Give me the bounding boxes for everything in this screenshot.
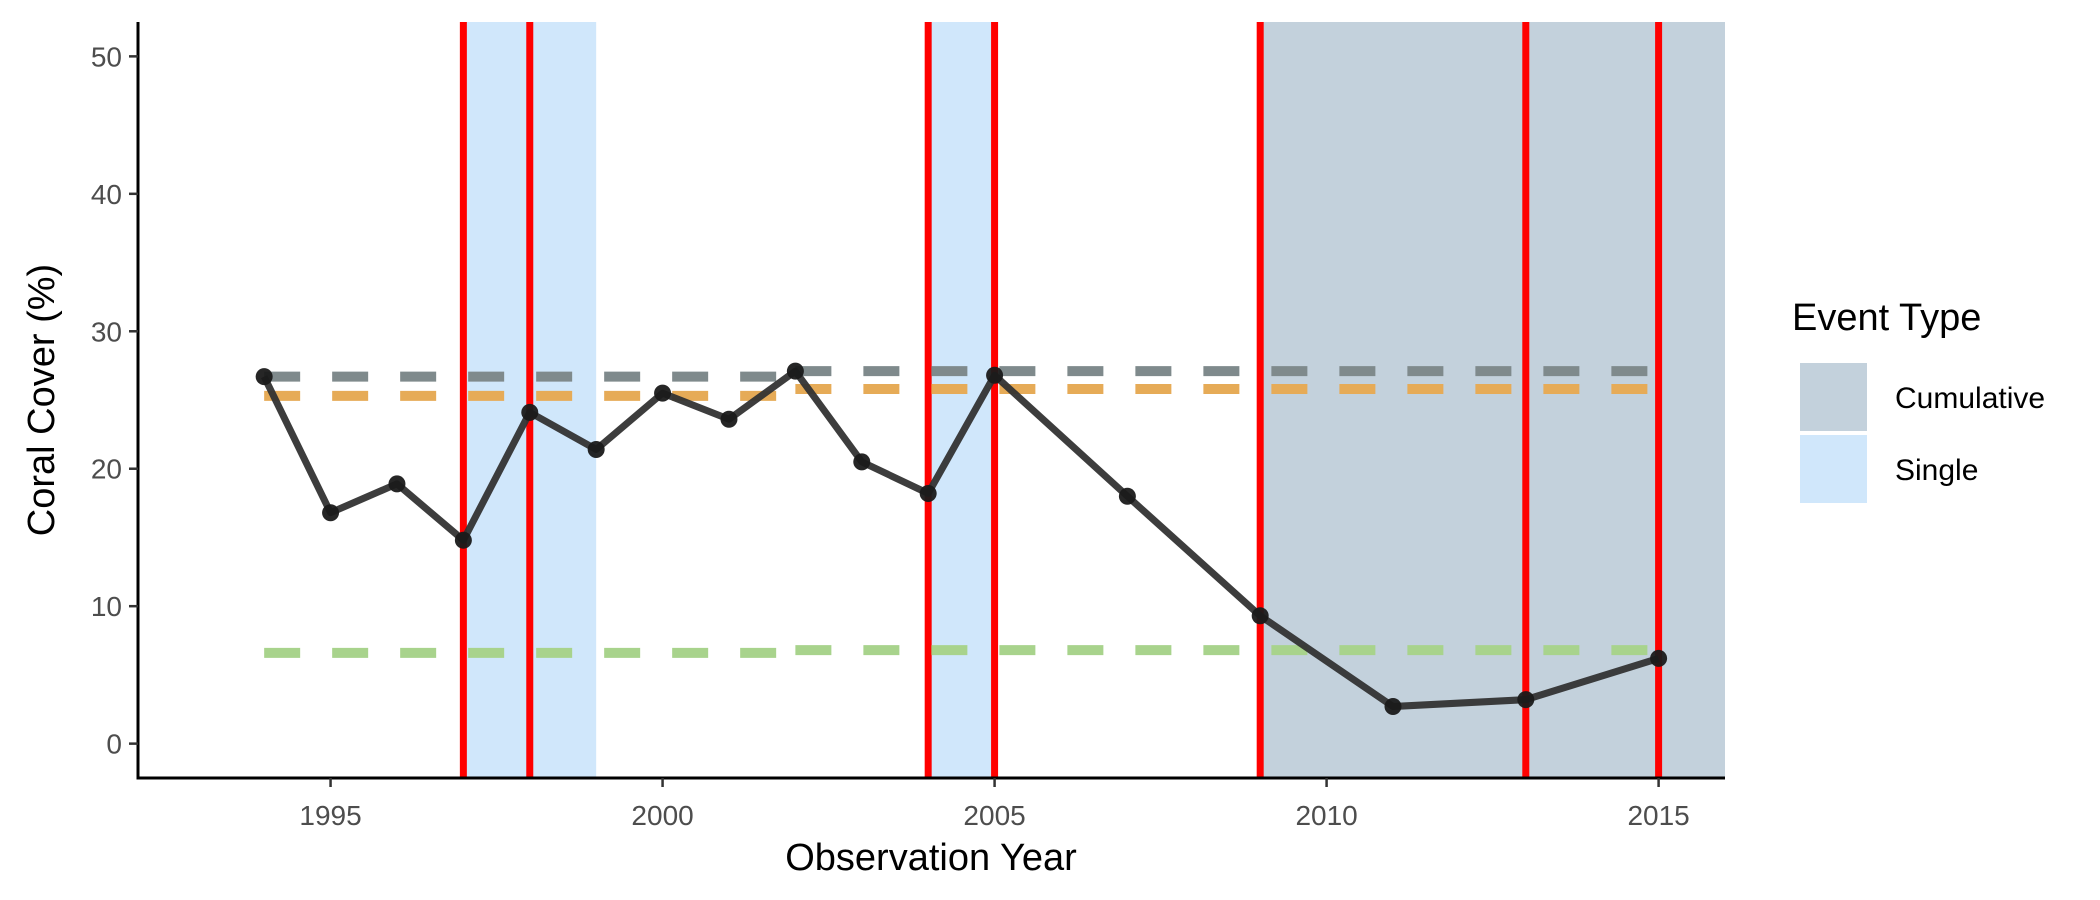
x-tick-label: 2005: [963, 800, 1025, 831]
legend-label-cumulative: Cumulative: [1895, 382, 2045, 415]
x-tick-label: 2000: [631, 800, 693, 831]
data-point: [454, 531, 472, 549]
y-axis-title: Coral Cover (%): [21, 264, 63, 536]
data-point: [1517, 691, 1535, 709]
data-point: [786, 362, 804, 380]
data-point: [521, 403, 539, 421]
y-tick-label: 20: [91, 454, 122, 485]
data-point: [1384, 698, 1402, 716]
x-tick-label: 2010: [1295, 800, 1357, 831]
coral-cover-series: [255, 362, 1668, 716]
y-tick-label: 50: [91, 41, 122, 72]
y-tick-label: 10: [91, 591, 122, 622]
x-axis-title: Observation Year: [785, 837, 1077, 879]
reference-lines: [264, 366, 1659, 658]
y-tick-label: 0: [106, 729, 122, 760]
legend-swatch-cumulative: [1800, 363, 1867, 431]
data-point: [1118, 487, 1136, 505]
legend-label-single: Single: [1895, 454, 1978, 487]
data-point: [255, 368, 273, 386]
data-point: [986, 366, 1004, 384]
data-point: [388, 475, 406, 493]
data-point: [1251, 607, 1269, 625]
data-point: [919, 484, 937, 502]
x-tick-label: 2015: [1627, 800, 1689, 831]
data-point: [654, 384, 672, 402]
axes: 0 10 20 30 40 50 1995 2000 2005 2010 2015: [91, 22, 1725, 831]
y-tick-label: 30: [91, 316, 122, 347]
event-year-lines: [459, 22, 1663, 778]
data-point: [322, 504, 340, 522]
legend: Event Type Cumulative Single: [1792, 297, 2045, 503]
legend-title: Event Type: [1792, 297, 1981, 339]
data-point: [720, 410, 738, 428]
data-point: [587, 440, 605, 458]
legend-swatch-single: [1800, 435, 1867, 503]
data-point: [853, 453, 871, 471]
data-point: [1650, 649, 1668, 667]
y-tick-label: 40: [91, 179, 122, 210]
x-tick-label: 1995: [299, 800, 361, 831]
